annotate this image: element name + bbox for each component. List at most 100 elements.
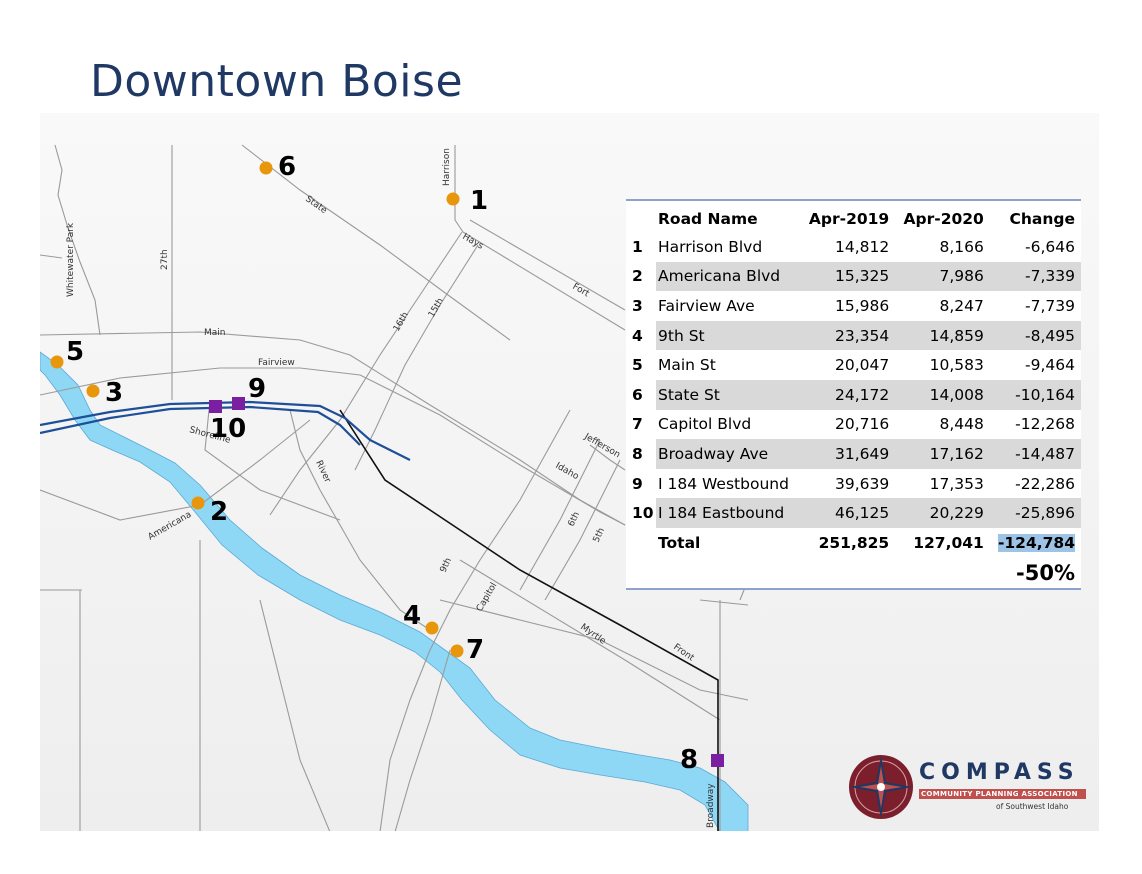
apr-2019-cell: 14,812 [834,237,890,256]
marker-8[interactable] [711,754,724,767]
change-cell: -7,739 [1025,296,1075,315]
apr-2020-cell: 17,353 [929,474,984,493]
table-row: 3 Fairview Ave 15,986 8,247 -7,739 [626,291,1081,321]
apr-2020-cell: 10,583 [929,356,984,375]
road-label-river: River [313,459,332,485]
header-road-name: Road Name [658,210,758,228]
apr-2020-cell: 20,229 [895,498,990,528]
interstate-184 [40,400,411,461]
road-label-fairview: Fairview [258,358,295,368]
row-number: 9 [632,474,643,493]
road-name-cell: Fairview Ave [658,296,755,315]
header-apr-2019: Apr-2019 [808,210,890,228]
table-row: 10 I 184 Eastbound 46,125 20,229 -25,896 [626,498,1081,528]
row-number: 10 [626,498,656,528]
point-label-2: 2 [210,497,228,527]
row-number: 3 [632,296,643,315]
apr-2020-cell: 8,166 [939,237,984,256]
logo-subtitle: COMMUNITY PLANNING ASSOCIATION [919,789,1086,799]
road-name-cell: Main St [658,356,716,375]
row-number: 5 [632,356,643,375]
road-label-americana: Americana [147,510,194,543]
road-label-idaho: Idaho [554,461,581,482]
road-label-27th: 27th [160,249,170,270]
road-name-cell: Capitol Blvd [658,415,752,434]
table-row: 7 Capitol Blvd 20,716 8,448 -12,268 [626,410,1081,440]
road-label-16th: 16th [392,311,411,334]
road-name-cell: I 184 Eastbound [656,498,801,528]
table-row: 8 Broadway Ave 31,649 17,162 -14,487 [626,439,1081,469]
road-label-harrison: Harrison [442,148,452,186]
compass-logo: COMPASS COMMUNITY PLANNING ASSOCIATION o… [846,752,1086,822]
apr-2019-cell: 23,354 [800,320,896,351]
table-row: 9 I 184 Westbound 39,639 17,353 -22,286 [626,469,1081,499]
change-cell: -12,268 [1015,415,1075,434]
header-apr-2020: Apr-2020 [903,210,984,228]
row-number: 7 [632,415,643,434]
change-cell: -7,339 [989,261,1081,292]
change-cell: -22,286 [1015,474,1075,493]
table-row: 1 Harrison Blvd 14,812 8,166 -6,646 [626,232,1081,262]
apr-2019-cell: 24,172 [800,379,896,410]
road-label-broadway: Broadway [706,783,716,828]
count-location-markers [50,161,464,658]
road-label-whitewater: Whitewater Park [66,222,76,297]
change-cell: -10,164 [989,379,1081,410]
table-row: 6 State St 24,172 14,008 -10,164 [626,379,1081,410]
total-apr-2020: 127,041 [913,533,984,552]
marker-10[interactable] [209,400,222,413]
point-label-6: 6 [278,152,296,182]
marker-3[interactable] [86,384,100,398]
compass-rose-icon [849,755,913,819]
road-label-9th: 9th [439,556,454,574]
page-title: Downtown Boise [90,56,464,107]
point-label-1: 1 [470,186,488,216]
apr-2019-cell: 39,639 [834,474,890,493]
table-row: 4 9th St 23,354 14,859 -8,495 [626,320,1081,351]
marker-1[interactable] [446,192,460,206]
table-row: 2 Americana Blvd 15,325 7,986 -7,339 [626,261,1081,292]
total-label: Total [658,533,701,552]
street-network [40,144,749,831]
logo-wordmark: COMPASS [919,760,1080,785]
change-cell: -25,896 [989,498,1081,528]
road-label-capitol: Capitol [475,581,499,613]
change-cell: -6,646 [1025,237,1075,256]
table-row: 5 Main St 20,047 10,583 -9,464 [626,350,1081,380]
boise-river [40,351,749,831]
traffic-count-table: Road Name Apr-2019 Apr-2020 Change 1 Harr… [626,199,1081,590]
change-cell: -14,487 [989,439,1081,469]
apr-2019-cell: 15,325 [800,261,896,292]
point-label-4: 4 [403,601,421,631]
total-change: -124,784 [990,528,1081,558]
road-name-cell: Broadway Ave [656,439,801,469]
apr-2019-cell: 15,986 [834,296,890,315]
marker-7[interactable] [450,644,464,658]
road-name-cell: State St [656,379,801,410]
apr-2020-cell: 14,008 [895,379,990,410]
interstate-count-markers [209,397,724,767]
marker-6[interactable] [259,161,273,175]
road-label-hays: Hays [461,232,486,252]
point-label-10: 10 [210,414,246,444]
marker-9[interactable] [232,397,245,410]
percent-change: -50% [1016,560,1075,585]
row-number: 6 [626,379,656,410]
marker-2[interactable] [191,496,205,510]
apr-2019-cell: 31,649 [800,439,896,469]
railroad-line [339,409,719,831]
road-label-jefferson: Jefferson [582,431,622,460]
row-number: 4 [626,320,656,351]
point-label-5: 5 [66,337,84,367]
change-cell: -8,495 [989,320,1081,351]
marker-5[interactable] [50,355,64,369]
logo-region: of Southwest Idaho [996,802,1069,811]
road-name-cell: 9th St [656,320,801,351]
marker-4[interactable] [425,621,439,635]
road-label-main: Main [204,328,226,338]
apr-2020-cell: 17,162 [895,439,990,469]
road-name-cell: Harrison Blvd [658,237,763,256]
road-label-state: State [303,194,329,216]
road-name-cell: Americana Blvd [656,261,801,292]
